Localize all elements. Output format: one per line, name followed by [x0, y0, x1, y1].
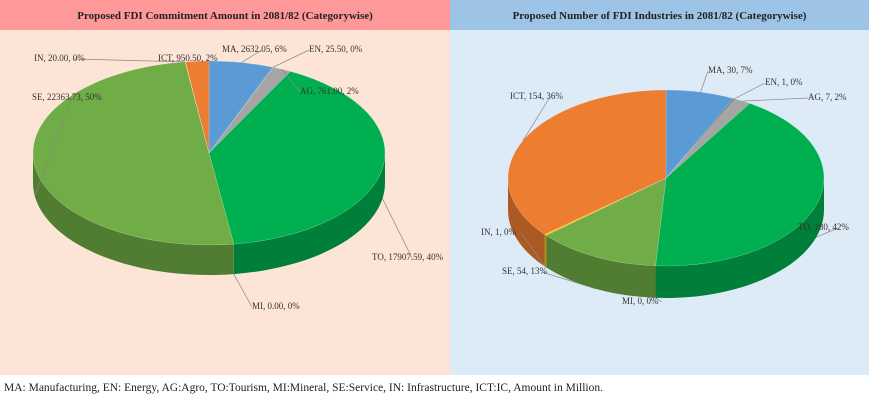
leader-line [34, 97, 73, 196]
pie-side-se [546, 235, 656, 298]
chart-title: Proposed FDI Commitment Amount in 2081/8… [0, 0, 450, 30]
data-label-ag: AG, 7, 2% [808, 92, 847, 102]
data-label-se: SE, 22363.73, 50% [32, 92, 102, 102]
pie-side-in [544, 234, 547, 268]
data-label-mi: MI, 0.00, 0% [252, 301, 300, 311]
pie-side-to [655, 178, 824, 299]
data-label-ma: MA, 30, 7% [708, 65, 753, 75]
data-label-in: IN, 1, 0% [481, 227, 516, 237]
footnote: MA: Manufacturing, EN: Energy, AG:Agro, … [4, 382, 603, 394]
leader-line [742, 97, 809, 102]
pie-slice-to [208, 71, 386, 245]
pie-slice-in [544, 177, 667, 236]
leader-line [196, 58, 199, 62]
data-label-to: TO, 180, 42% [798, 222, 849, 232]
data-label-mi: MI, 0, 0% [622, 296, 659, 306]
leader-line [73, 58, 186, 63]
commitment-chart-panel: Proposed FDI Commitment Amount in 2081/8… [0, 0, 450, 375]
leader-line [272, 49, 310, 68]
data-label-ma: MA, 2632.05, 6% [222, 44, 287, 54]
pie-side-se [33, 153, 234, 275]
leader-line [655, 297, 663, 303]
data-label-en: EN, 25.50, 0% [309, 44, 363, 54]
industries-chart-panel: Proposed Number of FDI Industries in 208… [450, 0, 869, 375]
chart-title: Proposed Number of FDI Industries in 208… [450, 0, 869, 30]
leader-line [541, 271, 596, 290]
data-label-in: IN, 20.00, 0% [34, 53, 85, 63]
leader-line [734, 82, 766, 100]
pie-side-to [233, 153, 385, 275]
pie-side-ict [508, 178, 545, 267]
leader-line [233, 273, 253, 308]
leader-line [281, 69, 301, 93]
pie-slice-to [655, 103, 825, 267]
pie-slice-se [545, 177, 667, 267]
data-label-to: TO, 17907.59, 40% [372, 252, 444, 262]
leader-line [816, 227, 839, 238]
leader-line [520, 232, 546, 268]
pie-slice-se [32, 61, 235, 246]
data-label-ag: AG, 761.00, 2% [300, 86, 359, 96]
pie-slice-ma [208, 60, 274, 154]
leader-line [700, 70, 709, 93]
data-label-en: EN, 1, 0% [765, 77, 803, 87]
data-label-ict: ICT, 950.50, 2% [158, 53, 218, 63]
pie-slice-ma [665, 89, 734, 179]
pie-slice-en [665, 98, 737, 179]
leader-line [382, 198, 413, 259]
data-label-ict: ICT, 154, 36% [510, 91, 563, 101]
leader-line [522, 96, 551, 141]
leader-line [241, 49, 263, 63]
data-label-se: SE, 54, 13% [502, 266, 547, 276]
